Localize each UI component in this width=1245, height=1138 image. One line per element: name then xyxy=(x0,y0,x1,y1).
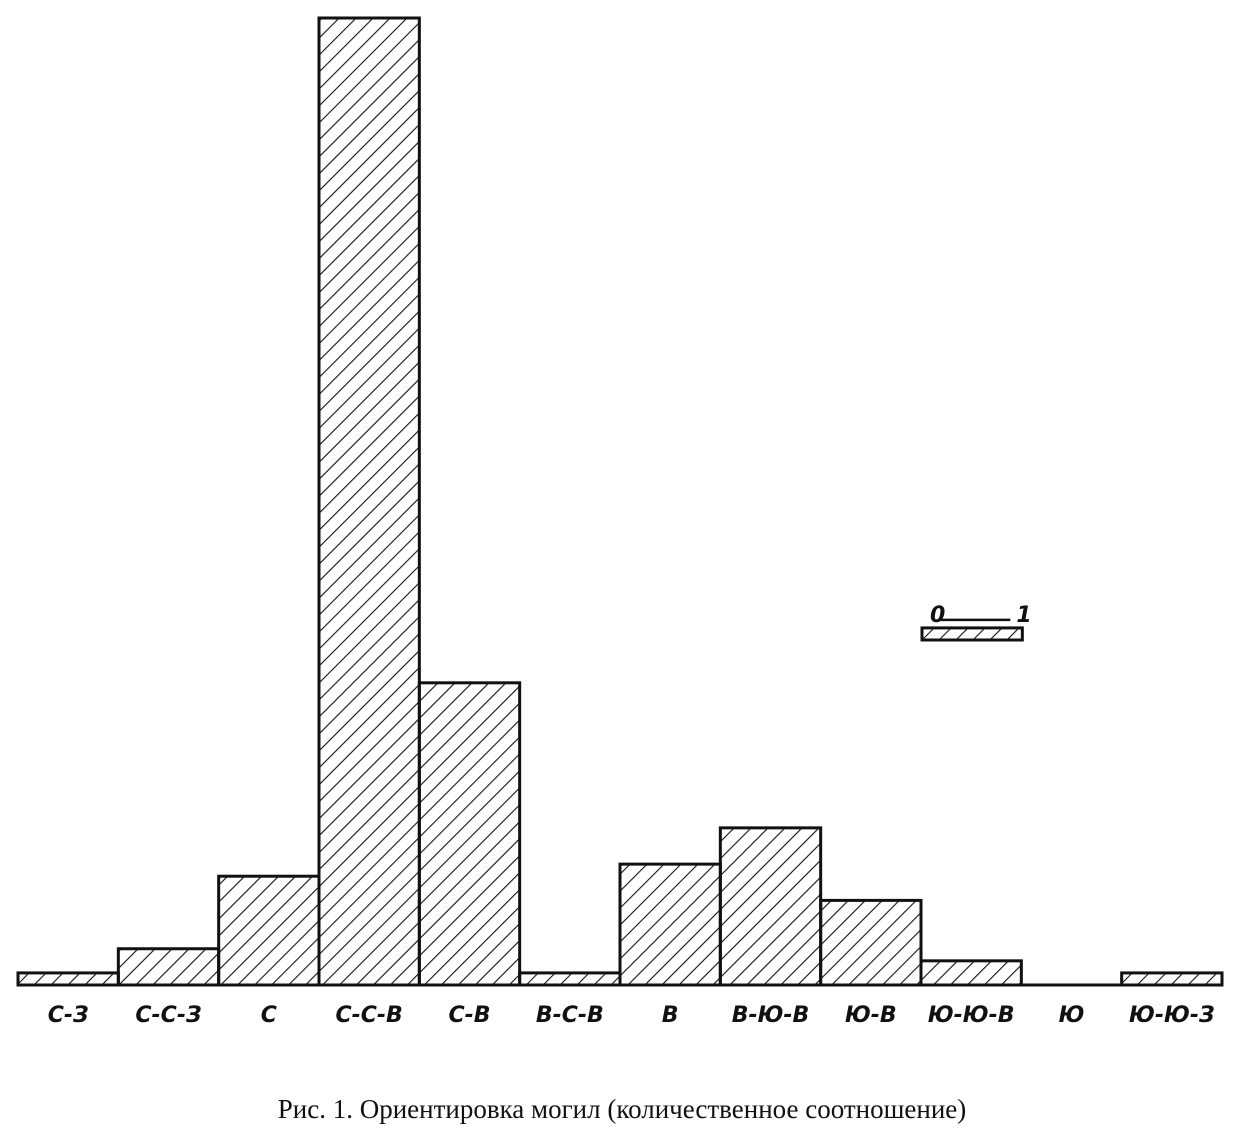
x-tick-label: С-С-З xyxy=(135,1003,201,1028)
x-tick-label: С xyxy=(261,1003,277,1028)
x-tick-label: В-С-В xyxy=(536,1003,604,1028)
x-tick-label: В-Ю-В xyxy=(732,1003,810,1028)
scale-bar xyxy=(920,626,1024,642)
caption: Рис. 1. Ориентировка могил (количественн… xyxy=(278,1094,967,1124)
x-tick-label: Ю xyxy=(1059,1003,1085,1028)
bar xyxy=(518,971,622,987)
bar xyxy=(718,826,823,987)
bar xyxy=(317,16,421,987)
x-tick-label: Ю-В xyxy=(845,1003,897,1028)
x-tick-label: С-С-В xyxy=(336,1003,403,1028)
bar xyxy=(217,874,321,987)
bar xyxy=(819,898,923,987)
bar xyxy=(417,681,522,987)
bar xyxy=(919,959,1023,987)
x-tick-label: Ю-Ю-З xyxy=(1129,1003,1215,1028)
bar xyxy=(618,862,722,987)
x-tick-label: С-З xyxy=(48,1003,89,1028)
bar xyxy=(16,971,120,987)
x-tick-label: Ю-Ю-В xyxy=(928,1003,1015,1028)
bar xyxy=(116,947,221,987)
scale-start-label: 0 xyxy=(930,603,945,628)
bar xyxy=(1120,971,1224,987)
scale-end-label: 1 xyxy=(1016,603,1031,628)
x-tick-label: В xyxy=(662,1003,679,1028)
x-tick-label: С-В xyxy=(448,1003,490,1028)
